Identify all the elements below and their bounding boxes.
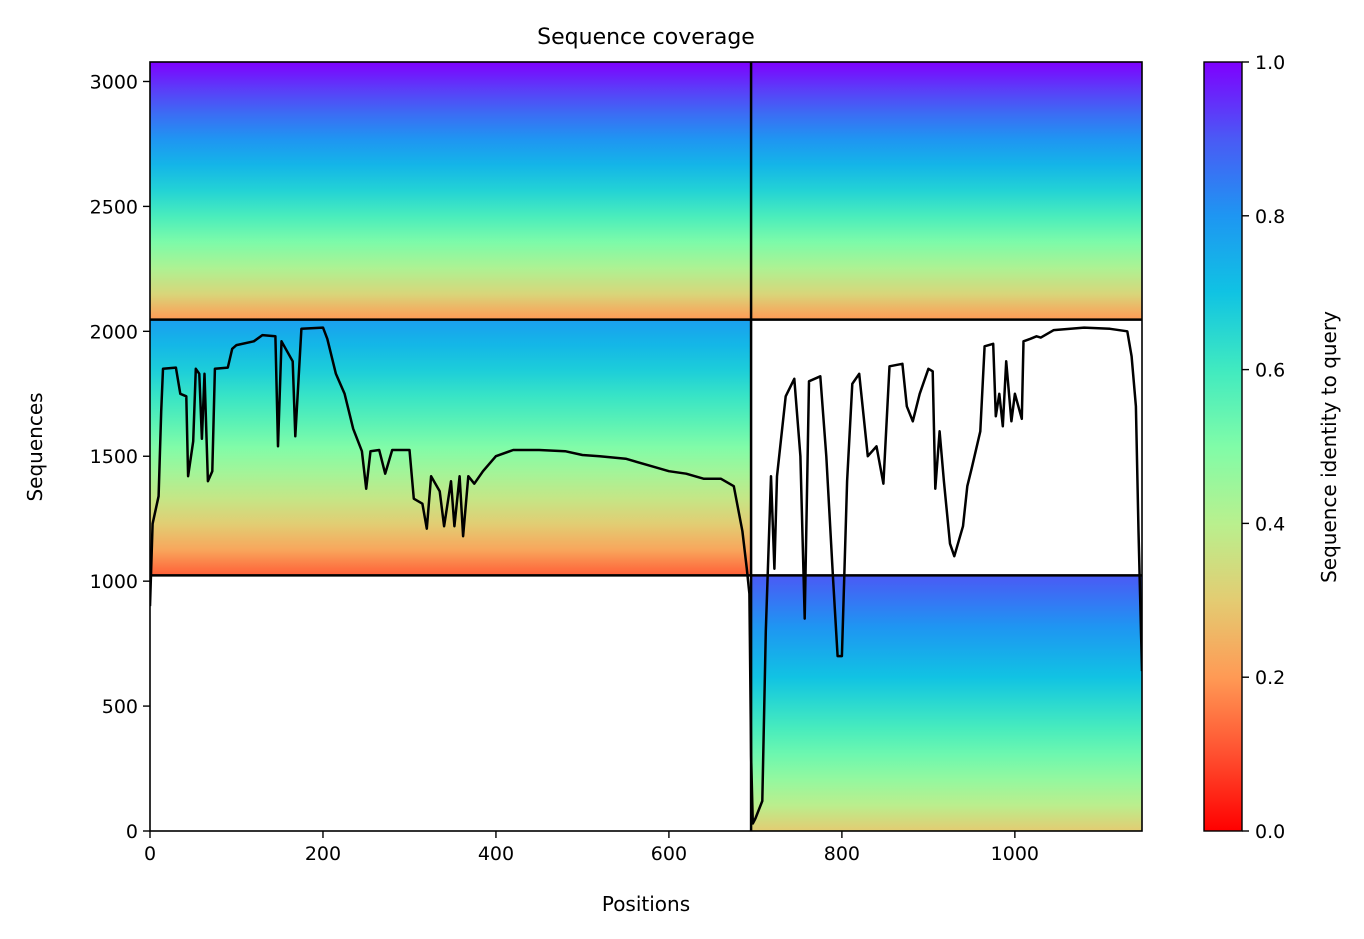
y-tick-label: 0 <box>126 821 138 843</box>
x-tick-label: 0 <box>144 843 156 865</box>
plot-area <box>150 62 1142 831</box>
y-axis-label: Sequences <box>23 392 47 501</box>
colorbar-tick-label: 1.0 <box>1255 52 1285 74</box>
y-axis: 0 500 1000 1500 2000 2500 3000 <box>90 71 150 843</box>
x-axis-label: Positions <box>602 892 690 916</box>
heatmap-blocks <box>150 62 1142 831</box>
x-tick-label: 800 <box>824 843 860 865</box>
coverage-line <box>150 326 1142 825</box>
y-tick-label: 2500 <box>90 196 138 218</box>
y-tick-label: 2000 <box>90 321 138 343</box>
heatmap-block <box>150 319 752 576</box>
colorbar <box>1203 61 1243 832</box>
x-tick-label: 200 <box>305 843 341 865</box>
y-tick-label: 500 <box>102 696 138 718</box>
colorbar-tick-label: 0.4 <box>1255 513 1285 535</box>
heatmap-block <box>751 575 1142 831</box>
colorbar-tick-label: 0.6 <box>1255 360 1285 382</box>
x-tick-label: 400 <box>478 843 514 865</box>
x-tick-label: 600 <box>651 843 687 865</box>
chart-title: Sequence coverage <box>537 25 755 50</box>
colorbar-tick-label: 0.2 <box>1255 667 1285 689</box>
x-tick-label: 1000 <box>991 843 1039 865</box>
y-tick-label: 1000 <box>90 571 138 593</box>
heatmap-block <box>751 62 1142 320</box>
y-tick-label: 1500 <box>90 446 138 468</box>
colorbar-tick-label: 0.0 <box>1255 821 1285 843</box>
colorbar-tick-label: 0.8 <box>1255 206 1285 228</box>
x-axis: 0 200 400 600 800 1000 <box>144 831 1039 865</box>
y-tick-label: 3000 <box>90 71 138 93</box>
colorbar-label: Sequence identity to query <box>1317 311 1341 583</box>
heatmap-block <box>150 62 752 320</box>
plot-frame <box>149 61 1143 832</box>
colorbar-ticks: 0.0 0.2 0.4 0.6 0.8 1.0 <box>1242 52 1285 843</box>
